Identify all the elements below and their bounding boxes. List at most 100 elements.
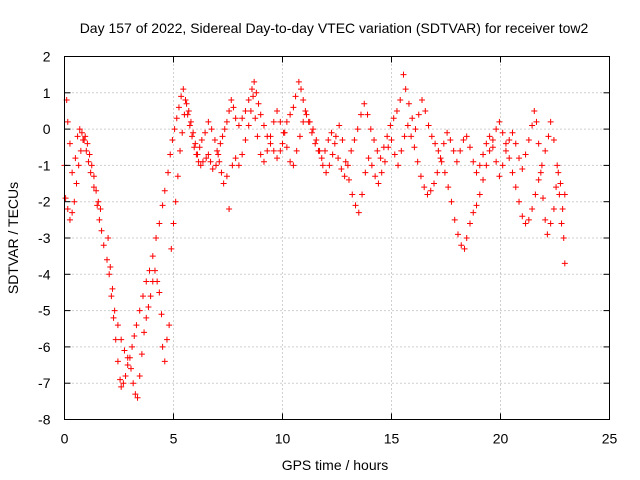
data-point [257,151,264,158]
data-point [441,169,448,176]
data-point [187,118,194,125]
data-point [66,216,73,223]
data-point [230,104,237,111]
y-tick-label: -4 [38,266,51,282]
data-point [509,129,516,136]
data-point [274,107,281,114]
data-point [86,151,93,158]
y-axis-label: SDTVAR / TECUs [5,182,21,294]
y-tick-label: -2 [38,194,51,210]
data-point [310,126,317,133]
data-point [290,162,297,169]
data-point [558,220,565,227]
data-point [229,162,236,169]
data-point [338,166,345,173]
x-tick-labels: 0 5 10 15 20 25 [61,431,618,447]
data-point [312,140,319,147]
data-point [149,253,156,260]
data-point [547,220,554,227]
data-point [374,147,381,154]
data-point [355,209,362,216]
data-point [313,136,320,143]
data-point [279,140,286,147]
data-point [329,151,336,158]
data-point [550,136,557,143]
x-tick-label: 10 [275,431,291,447]
data-point [80,136,87,143]
data-point [156,220,163,227]
data-point [248,86,255,93]
y-tick-label: -8 [38,412,51,428]
data-point [486,147,493,154]
data-point [114,358,121,365]
data-point [235,162,242,169]
data-point [532,191,539,198]
y-tick-label: -5 [38,303,51,319]
data-point [90,184,97,191]
data-point [522,151,529,158]
data-point [375,180,382,187]
data-point [357,111,364,118]
data-point [136,307,143,314]
data-point [422,107,429,114]
data-point [171,126,178,133]
data-point [220,180,227,187]
data-point [151,267,158,274]
data-point [483,162,490,169]
data-point [331,140,338,147]
data-point [207,158,214,165]
data-point [217,140,224,147]
data-point [170,220,177,227]
data-point [529,122,536,129]
data-point [90,173,97,180]
data-point [448,198,455,205]
data-point [397,97,404,104]
data-point [118,383,125,390]
data-point [336,122,343,129]
data-point [274,155,281,162]
y-tick-label: 1 [43,85,51,101]
data-point [64,118,71,125]
data-point [303,111,310,118]
data-point [239,115,246,122]
data-point [96,216,103,223]
data-point [417,173,424,180]
data-point [447,136,454,143]
data-point [489,136,496,143]
data-point [296,133,303,140]
data-point [124,362,131,369]
data-point [451,216,458,223]
data-point [402,86,409,93]
data-point [64,205,71,212]
data-point [412,126,419,133]
data-point [166,322,173,329]
data-point [557,180,564,187]
data-point [415,111,422,118]
data-point [226,107,233,114]
data-point [367,126,374,133]
grid [64,56,610,420]
data-point [194,151,201,158]
data-point [83,147,90,154]
data-point [214,147,221,154]
data-point [547,118,554,125]
x-tick-label: 0 [61,431,69,447]
data-point [199,158,206,165]
data-point [277,147,284,154]
data-point [489,144,496,151]
data-point [109,285,116,292]
data-point [143,278,150,285]
data-point [277,118,284,125]
data-point [384,133,391,140]
data-point [390,115,397,122]
data-point [463,133,470,140]
data-point [431,180,438,187]
data-point [502,140,509,147]
data-point [372,173,379,180]
data-point [522,220,529,227]
data-point [169,136,176,143]
data-point [499,162,506,169]
data-point [192,140,199,147]
data-point [444,129,451,136]
